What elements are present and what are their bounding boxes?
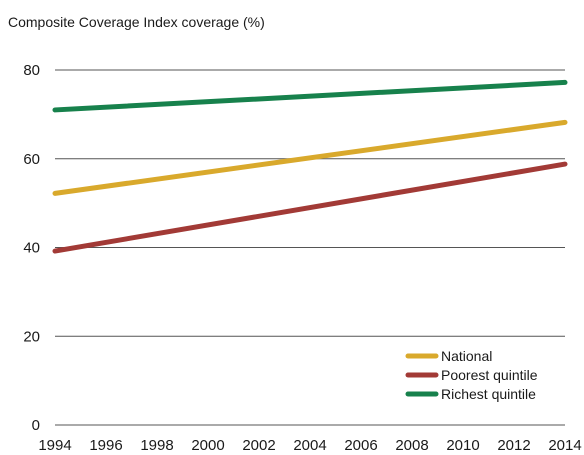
series-line-richest-quintile <box>52 79 568 113</box>
y-tick-label: 20 <box>23 328 40 345</box>
x-tick-label: 2006 <box>344 437 377 454</box>
x-tick-label: 2010 <box>446 437 479 454</box>
y-tick-label: 80 <box>23 62 40 79</box>
y-axis-title: Composite Coverage Index coverage (%) <box>8 14 265 30</box>
x-tick-label: 1994 <box>38 437 71 454</box>
x-axis-ticks: 1994 1996 1998 2000 2002 2004 2006 2008 2010 2012… <box>38 437 581 454</box>
series-line-national <box>52 119 568 196</box>
y-axis-ticks: 0 20 40 60 80 <box>23 62 40 434</box>
series-line-poorest-quintile <box>52 161 568 254</box>
x-tick-label: 2008 <box>395 437 428 454</box>
x-tick-label: 2004 <box>293 437 326 454</box>
x-tick-label: 2014 <box>548 437 581 454</box>
y-tick-label: 40 <box>23 240 40 257</box>
x-tick-label: 2000 <box>191 437 224 454</box>
legend: National Poorest quintile Richest quintile <box>405 348 538 402</box>
x-tick-label: 1996 <box>89 437 122 454</box>
legend-label-richest-quintile: Richest quintile <box>441 386 536 402</box>
series-lines <box>52 79 568 254</box>
gridlines <box>55 69 565 426</box>
y-tick-label: 60 <box>23 151 40 168</box>
legend-label-poorest-quintile: Poorest quintile <box>441 367 538 383</box>
y-tick-label: 0 <box>32 417 40 434</box>
x-tick-label: 1998 <box>140 437 173 454</box>
legend-label-national: National <box>441 348 492 364</box>
x-tick-label: 2012 <box>497 437 530 454</box>
x-tick-label: 2002 <box>242 437 275 454</box>
